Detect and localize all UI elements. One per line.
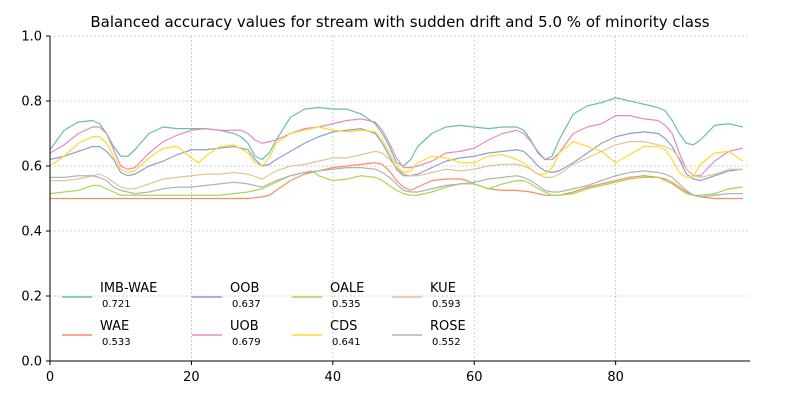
series-line-wae [50,162,743,200]
legend-label-uob: UOB [230,319,259,334]
series-line-uob [49,115,744,177]
legend-score-oale: 0.535 [332,299,361,310]
legend-label-oale: OALE [330,281,364,296]
x-tick-label: 0 [46,370,54,385]
y-tick-label: 0.2 [21,290,42,305]
legend-entry-imb-wae: IMB-WAE 0.721 [62,281,157,310]
series-line-oob [49,128,743,182]
grid-layer [50,35,750,361]
y-tick-label: 0.6 [21,160,42,175]
legend-entry-oob: OOB 0.637 [192,281,261,310]
chart-title: Balanced accuracy values for stream with… [90,13,709,31]
legend: IMB-WAE 0.721 WAE 0.533 OOB 0.637 UOB 0.679 OALE… [62,281,466,348]
legend-label-rose: ROSE [430,319,466,334]
legend-score-rose: 0.552 [432,337,461,348]
legend-entry-uob: UOB 0.679 [192,319,261,348]
legend-score-wae: 0.533 [102,337,131,348]
legend-score-cds: 0.641 [332,337,361,348]
legend-label-kue: KUE [430,281,456,296]
legend-label-wae: WAE [100,319,129,334]
legend-entry-rose: ROSE 0.552 [392,319,466,348]
legend-entry-oale: OALE 0.535 [292,281,364,310]
x-tick-label: 20 [183,370,200,385]
series-line-cds [49,126,744,178]
x-tick-label: 60 [466,370,483,385]
y-tick-label: 0.4 [21,225,42,240]
x-tick-label: 80 [607,370,624,385]
legend-entry-kue: KUE 0.593 [392,281,461,310]
series-line-imb-wae [49,97,744,167]
series-line-oale [49,170,743,196]
legend-label-imb-wae: IMB-WAE [100,281,157,296]
y-tick-label: 1.0 [21,30,42,45]
legend-entry-cds: CDS 0.641 [292,319,361,348]
legend-score-kue: 0.593 [432,299,461,310]
series-line-kue [50,141,743,190]
series-layer [49,97,744,200]
legend-score-uob: 0.679 [232,337,261,348]
y-tick-label: 0.0 [21,355,42,370]
legend-label-oob: OOB [230,281,259,296]
legend-score-oob: 0.637 [232,299,261,310]
axis-layer: 0.0 0.2 0.4 0.6 0.8 1.0 0 20 40 60 80 [21,30,750,385]
legend-score-imb-wae: 0.721 [102,299,131,310]
y-tick-label: 0.8 [21,95,42,110]
series-line-rose [50,167,743,198]
legend-label-cds: CDS [330,319,357,334]
x-tick-label: 40 [325,370,342,385]
legend-entry-wae: WAE 0.533 [62,319,131,348]
